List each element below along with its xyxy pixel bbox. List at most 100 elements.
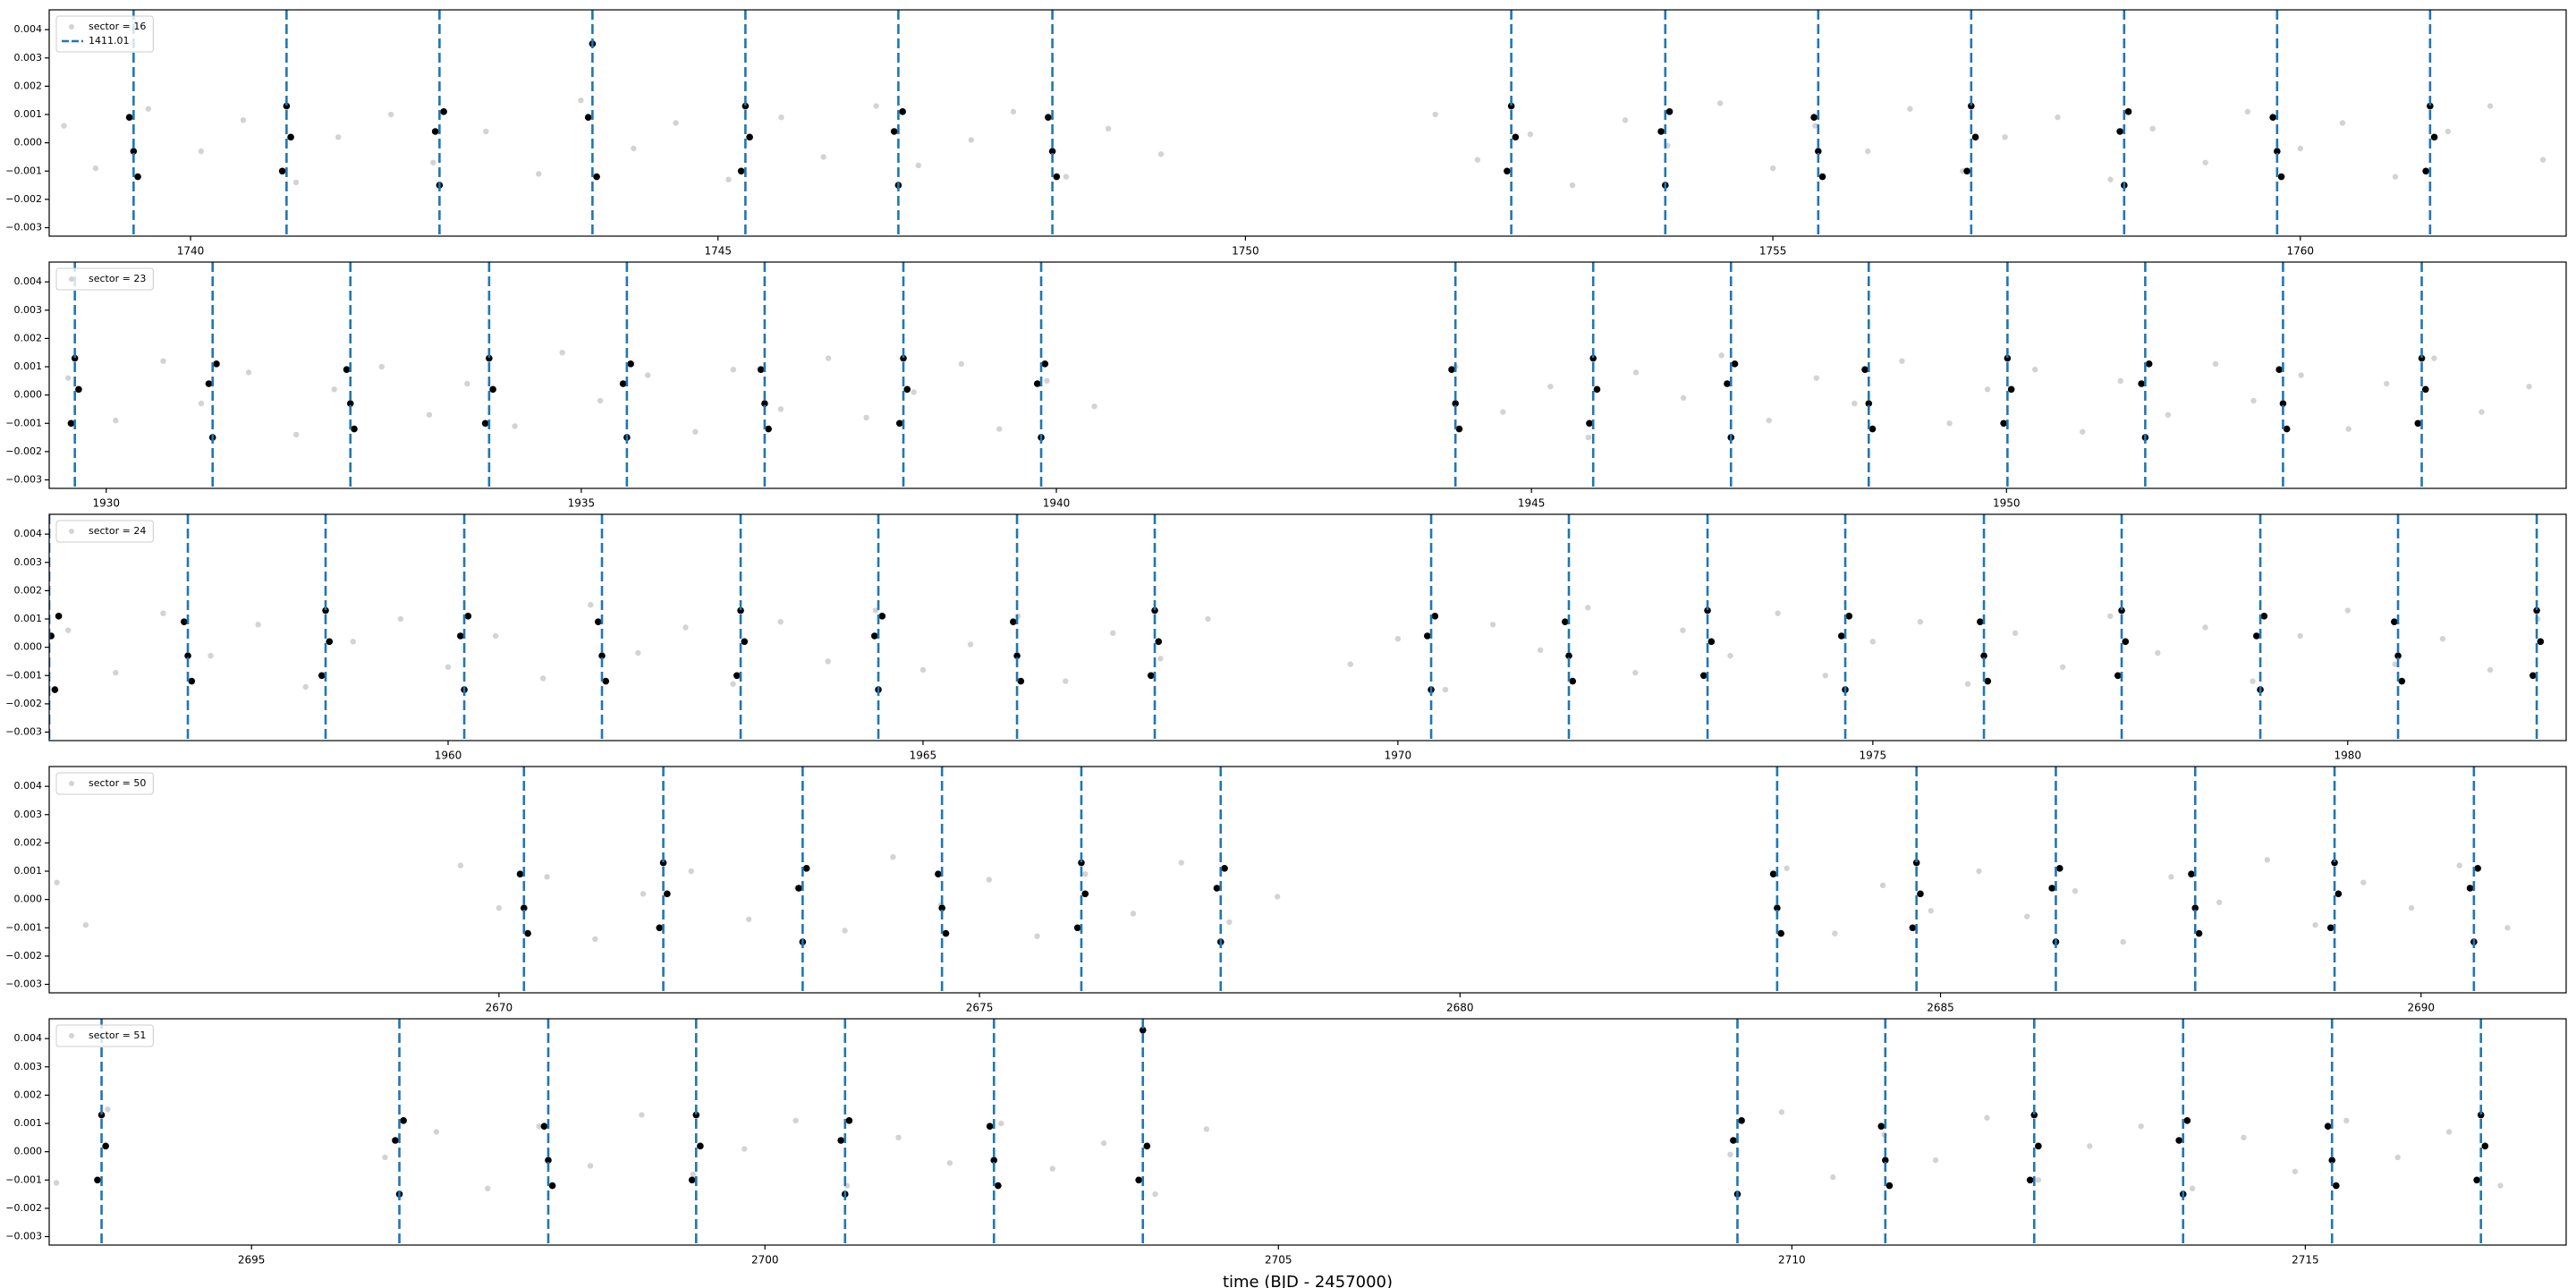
data-point [1899, 358, 1905, 364]
in-transit-point [1053, 173, 1061, 181]
data-point [825, 355, 832, 361]
in-transit-point [2333, 1182, 2340, 1190]
data-point [958, 360, 964, 368]
in-transit-point [71, 354, 79, 362]
data-point [1585, 434, 1592, 441]
data-point [911, 389, 917, 395]
y-tick-label: 0.002 [14, 1089, 43, 1100]
data-point [2241, 1134, 2247, 1141]
y-tick-label: 0.001 [14, 360, 43, 372]
y-tick-label: 0.001 [14, 108, 43, 120]
plot-area [61, 10, 2546, 236]
y-tick-label: 0.002 [14, 584, 43, 596]
data-point [335, 134, 342, 140]
in-transit-point [520, 904, 528, 911]
in-transit-point [1455, 425, 1463, 433]
in-transit-point [55, 613, 63, 620]
x-tick-label: 1965 [910, 750, 937, 762]
in-transit-point [1135, 1176, 1142, 1184]
in-transit-point [2466, 885, 2474, 892]
in-transit-point [1882, 1157, 1889, 1164]
x-tick-label: 2715 [2292, 1254, 2319, 1267]
in-transit-point [456, 632, 464, 640]
in-transit-point [2004, 354, 2012, 362]
in-transit-point [1504, 167, 1511, 175]
y-tick-label: −0.001 [5, 417, 42, 428]
data-point [825, 658, 831, 665]
in-transit-point [1909, 924, 1917, 932]
in-transit-point [903, 386, 911, 394]
axes-frame [48, 1018, 2567, 1246]
data-point [255, 622, 261, 628]
data-point [1157, 656, 1164, 662]
legend-marker [69, 781, 74, 786]
in-transit-point [489, 386, 496, 394]
data-point [387, 111, 394, 118]
data-point [1569, 182, 1576, 189]
axes-frame [48, 9, 2567, 237]
in-transit-point [2324, 1123, 2332, 1130]
data-point [2060, 664, 2066, 670]
in-transit-point [283, 102, 291, 110]
in-transit-point [75, 386, 82, 394]
in-transit-point [2138, 380, 2145, 387]
data-point [2072, 887, 2079, 894]
data-point [1928, 908, 1934, 914]
data-point [2202, 624, 2208, 631]
data-point [331, 386, 337, 393]
in-transit-point [619, 380, 627, 387]
data-point [1813, 375, 1820, 381]
in-transit-point [602, 677, 610, 685]
data-point [105, 1106, 111, 1113]
data-point [2120, 938, 2126, 945]
in-transit-point [1912, 859, 1920, 867]
in-transit-point [326, 638, 334, 646]
data-point [986, 877, 993, 883]
y-tick-label: −0.003 [5, 1231, 42, 1242]
legend-label: sector = 51 [89, 1030, 146, 1041]
in-transit-point [2418, 354, 2426, 362]
data-point [2394, 1154, 2401, 1161]
y-tick-label: −0.001 [5, 921, 42, 933]
data-point [1976, 868, 1982, 875]
data-point [1063, 174, 1070, 180]
in-transit-point [2007, 386, 2015, 394]
data-point [1226, 919, 1233, 926]
panel: −0.003 −0.002 −0.001 0.000 0.001 0.002 0.003 0.… [5, 766, 2567, 1014]
in-transit-point [1885, 1182, 1894, 1190]
in-transit-point [548, 1182, 556, 1190]
legend-marker [69, 529, 74, 534]
x-tick-label: 2670 [486, 1002, 513, 1014]
in-transit-point [2537, 638, 2545, 646]
data-point [1680, 627, 1686, 633]
in-transit-point [49, 632, 55, 640]
in-transit-point [2533, 606, 2540, 614]
data-point [1964, 681, 1971, 687]
y-tick-label: −0.003 [5, 726, 42, 738]
in-transit-point [1657, 128, 1665, 135]
data-point [2431, 355, 2437, 361]
in-transit-point [1507, 102, 1515, 110]
data-point [2497, 1182, 2504, 1189]
in-transit-point [94, 1176, 101, 1184]
y-tick-label: 0.002 [14, 836, 43, 848]
data-point [2297, 632, 2303, 640]
data-point [730, 366, 737, 373]
y-tick-label: 0.004 [14, 275, 43, 287]
in-transit-point [464, 613, 472, 620]
data-point [2292, 1168, 2299, 1174]
data-point [873, 103, 879, 109]
in-transit-point [2477, 1111, 2485, 1119]
data-point [2035, 1177, 2042, 1183]
in-transit-point [2035, 1142, 2042, 1150]
data-point [1812, 123, 1818, 129]
data-point [1489, 622, 1496, 628]
data-point [292, 179, 300, 186]
data-point [1091, 403, 1097, 410]
in-transit-point [2326, 924, 2334, 932]
in-transit-point [1143, 1142, 1151, 1150]
data-point [1716, 100, 1724, 106]
x-tick-label: 2705 [1265, 1254, 1292, 1267]
data-point [1778, 1109, 1785, 1115]
y-tick-label: 0.003 [14, 304, 43, 316]
